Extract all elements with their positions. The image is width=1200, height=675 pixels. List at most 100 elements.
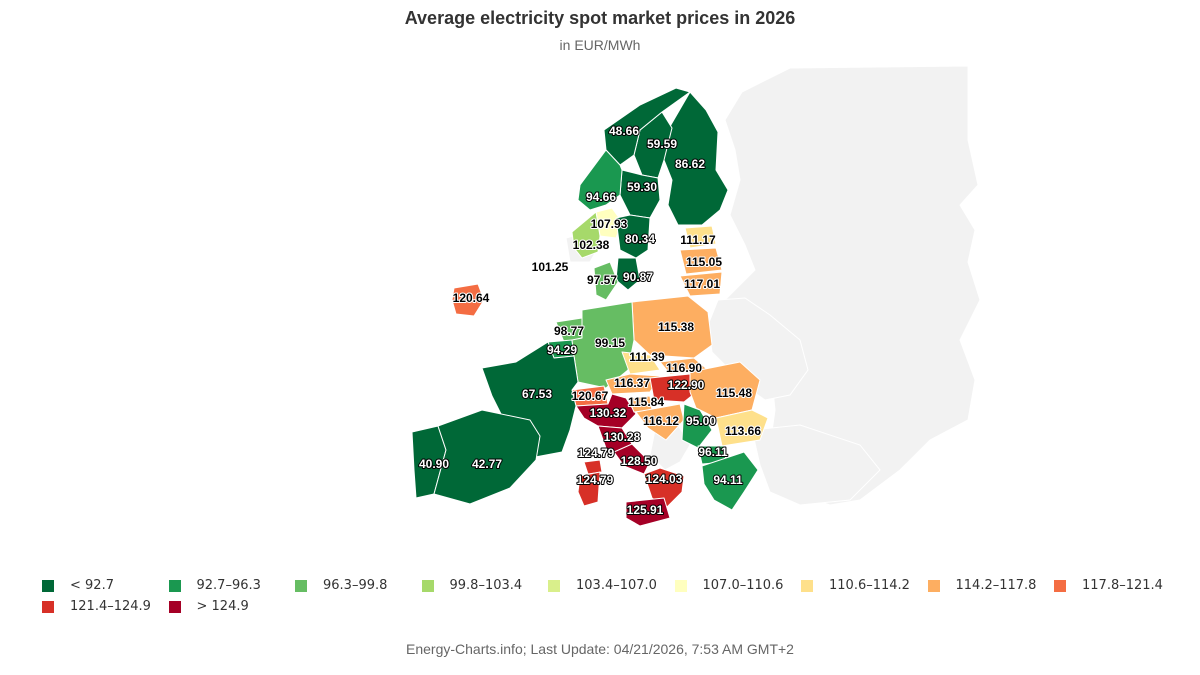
region-bg[interactable] [715, 409, 769, 447]
legend-swatch [927, 579, 940, 592]
legend: < 92.7 92.7–96.3 96.3–99.8 99.8–103.4 103.4–… [42, 578, 1182, 614]
legend-item[interactable]: 117.8–121.4 [1054, 578, 1181, 593]
region-cz[interactable] [621, 351, 661, 375]
price-label-de: 99.15 [595, 336, 625, 350]
region-lt[interactable] [679, 271, 723, 297]
legend-label: 121.4–124.9 [70, 599, 151, 614]
legend-item[interactable]: > 124.9 [168, 599, 296, 614]
region-it-sard[interactable] [583, 459, 603, 475]
region-it-cs[interactable] [613, 443, 651, 475]
legend-swatch [548, 579, 560, 592]
price-label-it-cn: 130.28 [604, 430, 641, 444]
chart-title: Average electricity spot market prices i… [404, 8, 796, 28]
price-label-it-sici: 125.91 [627, 503, 664, 517]
price-label-it-s: 124.03 [646, 472, 683, 486]
legend-label: < 92.7 [70, 578, 114, 593]
region-rs[interactable] [681, 403, 713, 449]
price-label-be: 94.29 [547, 343, 577, 357]
price-label-se3: 80.34 [625, 232, 655, 246]
price-label-rs: 95.00 [686, 414, 716, 428]
price-label-it-sard2: 124.79 [577, 473, 614, 487]
region-de[interactable] [571, 301, 635, 389]
legend-item[interactable]: 92.7–96.3 [168, 578, 296, 593]
legend-item[interactable]: 99.8–103.4 [421, 578, 549, 593]
price-label-it-sard: 124.79 [578, 446, 615, 460]
price-label-ro: 115.48 [716, 386, 752, 400]
price-labels: 48.66 59.59 86.62 59.30 94.66 107.93 102.38 80.… [418, 123, 762, 518]
price-label-ie: 120.64 [453, 291, 490, 305]
price-label-bg: 113.66 [725, 424, 761, 438]
legend-swatch [1054, 579, 1066, 592]
region-gr[interactable] [701, 451, 759, 511]
price-label-ch: 120.67 [572, 389, 609, 403]
legend-swatch [42, 600, 54, 613]
price-label-se1: 59.59 [647, 137, 677, 151]
region-hr[interactable] [635, 403, 685, 441]
price-label-dk: 97.57 [587, 273, 617, 287]
price-label-se4: 90.87 [623, 270, 653, 284]
region-no3[interactable] [577, 149, 623, 211]
price-label-ee: 111.17 [680, 233, 716, 247]
region-it-sici[interactable] [625, 497, 671, 527]
region-it-sard2[interactable] [577, 471, 601, 507]
price-label-mk: 96.11 [698, 445, 728, 459]
region-fi[interactable] [663, 91, 729, 226]
region-dk[interactable] [593, 261, 619, 301]
legend-swatch [42, 579, 54, 592]
price-label-cz: 111.39 [629, 350, 665, 364]
price-label-fr: 67.53 [522, 387, 552, 401]
background-turkey [751, 424, 881, 506]
legend-label: > 124.9 [196, 599, 249, 614]
legend-swatch [674, 579, 687, 592]
region-it-n[interactable] [575, 393, 637, 429]
price-label-at: 116.37 [614, 376, 650, 390]
region-se2[interactable] [619, 169, 661, 219]
legend-swatch [421, 579, 434, 592]
price-label-hu: 122.90 [668, 378, 705, 392]
legend-item[interactable]: 110.6–114.2 [801, 578, 928, 593]
price-label-gb: 101.25 [532, 260, 569, 274]
region-ie[interactable] [451, 283, 485, 317]
legend-label: 114.2–117.8 [955, 578, 1037, 593]
region-pl[interactable] [631, 295, 713, 359]
legend-item[interactable]: 121.4–124.9 [42, 599, 169, 614]
legend-item[interactable]: 107.0–110.6 [674, 578, 802, 593]
region-se4[interactable] [615, 257, 641, 291]
region-lv[interactable] [679, 247, 723, 275]
price-label-nl: 98.77 [554, 324, 584, 338]
chart-subtitle: in EUR/MWh [559, 37, 641, 53]
legend-item[interactable]: 96.3–99.8 [295, 578, 422, 593]
legend-item[interactable]: 114.2–117.8 [927, 578, 1055, 593]
europe-price-map: 48.66 59.59 86.62 59.30 94.66 107.93 102.38 80.… [411, 65, 981, 527]
region-se1[interactable] [633, 111, 673, 179]
price-label-pt: 40.90 [419, 457, 449, 471]
legend-label: 117.8–121.4 [1082, 578, 1163, 593]
legend-item[interactable]: < 92.7 [42, 578, 169, 593]
region-it-s[interactable] [643, 467, 685, 509]
price-label-no1: 107.93 [591, 217, 628, 231]
legend-label: 107.0–110.6 [702, 578, 784, 593]
legend-item[interactable]: 103.4–107.0 [548, 578, 675, 593]
legend-label: 110.6–114.2 [829, 578, 910, 593]
footer-credit: Energy-Charts.info; Last Update: 04/21/2… [406, 641, 794, 657]
price-label-lt: 117.01 [684, 277, 720, 291]
legend-swatch [295, 579, 307, 592]
price-label-sk: 116.90 [666, 361, 702, 375]
region-ee[interactable] [684, 225, 717, 249]
region-no2[interactable] [571, 211, 601, 259]
legend-label: 96.3–99.8 [323, 578, 388, 593]
price-label-se2: 59.30 [627, 180, 657, 194]
price-label-no3: 94.66 [586, 190, 616, 204]
price-label-it-cs: 128.50 [621, 454, 658, 468]
region-es[interactable] [433, 409, 541, 505]
region-se3[interactable] [615, 214, 651, 259]
price-label-lv: 115.05 [686, 255, 722, 269]
price-label-fi: 86.62 [675, 157, 705, 171]
legend-swatch [168, 579, 181, 592]
legend-swatch [168, 600, 181, 613]
price-label-no2: 102.38 [573, 238, 610, 252]
price-label-si: 115.84 [628, 395, 664, 409]
legend-label: 92.7–96.3 [196, 578, 261, 593]
price-label-pl: 115.38 [658, 320, 694, 334]
legend-label: 103.4–107.0 [576, 578, 657, 593]
